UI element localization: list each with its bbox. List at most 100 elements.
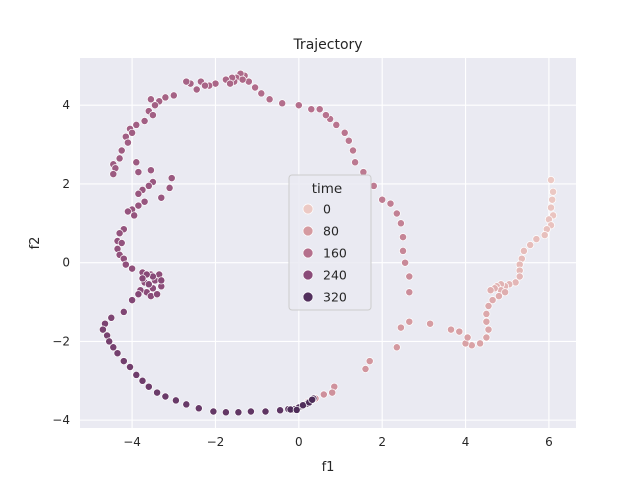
data-point — [113, 349, 122, 358]
data-point — [221, 408, 230, 417]
data-point — [328, 388, 337, 397]
data-point — [157, 276, 166, 285]
data-point — [171, 396, 180, 405]
data-point — [182, 77, 191, 86]
data-point — [121, 260, 130, 269]
legend-label: 240 — [323, 268, 347, 283]
x-tick-label: 2 — [378, 435, 386, 449]
data-point — [132, 158, 141, 167]
legend-label: 320 — [323, 290, 347, 305]
data-point — [117, 239, 126, 247]
data-point — [134, 189, 143, 198]
y-tick-label: 0 — [62, 256, 70, 270]
data-point — [361, 365, 370, 373]
data-point — [165, 183, 174, 192]
data-point — [144, 382, 153, 391]
data-point — [261, 407, 270, 416]
data-point — [351, 158, 360, 167]
data-point — [146, 95, 155, 104]
legend-title: time — [312, 181, 343, 197]
data-point — [484, 325, 493, 334]
x-axis-label: f1 — [322, 460, 335, 475]
data-point — [399, 233, 407, 242]
data-point — [292, 405, 301, 414]
data-point — [482, 317, 491, 326]
data-point — [332, 120, 341, 129]
data-point — [140, 117, 149, 125]
data-point — [494, 292, 503, 301]
data-point — [161, 93, 170, 102]
data-point — [146, 166, 155, 175]
x-tick-labels: −4 −2 0 2 4 6 — [123, 435, 552, 449]
data-point — [182, 400, 191, 409]
data-point — [315, 105, 324, 114]
x-tick-label: −2 — [207, 435, 225, 449]
data-point — [308, 395, 317, 404]
data-point — [378, 195, 387, 204]
data-point — [276, 406, 285, 415]
y-tick-label: −4 — [52, 413, 70, 427]
data-point — [119, 307, 128, 316]
data-point — [447, 325, 455, 334]
data-point — [484, 302, 493, 310]
data-point — [109, 170, 118, 179]
data-point — [128, 296, 137, 305]
data-point — [486, 286, 495, 295]
data-point — [549, 187, 558, 196]
data-point — [540, 231, 549, 240]
x-tick-label: −4 — [123, 435, 141, 449]
data-point — [547, 176, 555, 184]
data-point — [169, 91, 178, 100]
x-tick-label: 4 — [462, 435, 470, 449]
data-point — [482, 309, 491, 318]
data-point — [115, 154, 124, 163]
y-tick-label: −2 — [52, 334, 70, 348]
data-point — [319, 390, 328, 399]
data-point — [488, 296, 497, 305]
legend-label: 80 — [323, 224, 339, 239]
x-tick-label: 6 — [545, 435, 553, 449]
data-point — [526, 241, 535, 249]
data-point — [151, 101, 159, 110]
data-point — [192, 85, 201, 94]
data-point — [157, 193, 166, 202]
data-point — [405, 288, 414, 297]
data-point — [401, 258, 410, 267]
y-tick-labels: −4 −2 0 2 4 — [52, 98, 70, 427]
data-point — [405, 272, 414, 281]
legend-marker — [302, 247, 314, 259]
data-point — [209, 407, 218, 416]
legend-label: 0 — [323, 202, 331, 217]
data-point — [396, 323, 405, 332]
data-point — [123, 138, 132, 147]
data-point — [344, 136, 353, 145]
x-tick-label: 0 — [295, 435, 303, 449]
data-point — [365, 357, 374, 366]
legend-marker — [302, 269, 314, 281]
data-point — [138, 274, 147, 283]
data-point — [321, 111, 330, 120]
data-point — [109, 343, 118, 352]
gridlines — [80, 58, 576, 428]
data-point — [515, 272, 524, 281]
data-point — [126, 363, 134, 371]
data-point — [107, 313, 116, 322]
data-point — [144, 280, 153, 289]
data-point — [134, 168, 143, 177]
legend-marker — [302, 291, 314, 303]
data-point — [307, 105, 316, 114]
legend-marker — [302, 225, 314, 237]
legend-label: 160 — [323, 246, 347, 261]
data-point — [138, 376, 147, 385]
data-point — [476, 339, 485, 348]
legend-marker — [302, 203, 314, 215]
data-point — [455, 327, 464, 336]
data-point — [98, 325, 107, 334]
y-tick-label: 4 — [62, 98, 70, 112]
data-point — [153, 388, 162, 397]
data-point — [119, 357, 128, 366]
data-point — [132, 120, 141, 129]
data-point — [463, 333, 472, 342]
legend: time 0 80 160 240 320 — [288, 174, 372, 311]
